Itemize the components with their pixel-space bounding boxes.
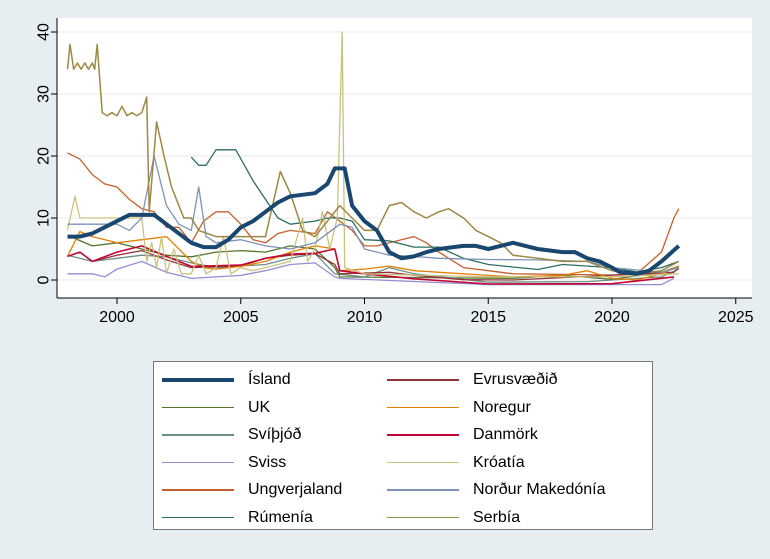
legend: Ísland UK Svíþjóð Sviss Ungverjaland Rúmenía E…: [153, 361, 653, 530]
legend-swatch: [387, 516, 459, 519]
legend-label: Sviss: [248, 453, 287, 471]
series-line-Króatía: [66, 31, 679, 278]
line-chart: 0 10 20 30 40 2000 2005 2010 2015 2020 2025: [36, 18, 754, 326]
legend-item: Svíþjóð: [162, 422, 301, 448]
legend-item: Norður Makedónía: [387, 477, 606, 503]
legend-swatch: [387, 406, 459, 409]
y-tick-label: 20: [36, 147, 53, 165]
series-line-Ungverjaland: [67, 152, 680, 276]
legend-item: Serbía: [387, 505, 520, 531]
series-line-Ísland: [67, 166, 681, 276]
legend-swatch: [387, 461, 459, 464]
legend-item: Ungverjaland: [162, 477, 342, 503]
legend-item: Danmörk: [387, 422, 538, 448]
legend-label: Svíþjóð: [248, 426, 302, 443]
legend-swatch: [162, 378, 234, 382]
legend-swatch: [162, 489, 234, 491]
legend-label: Norður Makedónía: [473, 481, 606, 498]
legend-swatch: [387, 379, 459, 381]
legend-label: Evrusvæðið: [473, 371, 558, 388]
series-line-Sviss: [67, 260, 675, 286]
legend-item: UK: [162, 395, 270, 421]
legend-label: Danmörk: [473, 426, 538, 443]
series-line-Rúmenía: [190, 149, 680, 273]
legend-item: Króatía: [387, 450, 525, 476]
x-tick-label: 2005: [223, 309, 259, 326]
y-tick-label: 0: [36, 275, 53, 284]
x-tick-label: 2025: [718, 309, 754, 326]
series-line-Norður Makedónía: [67, 155, 679, 273]
legend-swatch: [162, 434, 234, 436]
legend-item: Noregur: [387, 395, 531, 421]
series-line-UK: [67, 234, 680, 281]
legend-swatch: [387, 434, 459, 436]
legend-label: Ungverjaland: [248, 481, 343, 498]
legend-label: UK: [248, 398, 271, 416]
x-tick-label: 2000: [99, 309, 135, 326]
x-tick-label: 2010: [347, 309, 383, 326]
y-tick-label: 40: [36, 23, 53, 41]
legend-swatch: [162, 461, 234, 464]
legend-item: Sviss: [162, 450, 286, 476]
y-tick-label: 10: [36, 209, 53, 227]
series-line-Noregur: [66, 230, 680, 281]
x-tick-label: 2015: [470, 309, 506, 326]
x-tick-label: 2020: [594, 309, 630, 326]
y-tick-label: 30: [36, 85, 53, 103]
legend-label: Króatía: [473, 453, 525, 471]
legend-label: Noregur: [473, 398, 531, 416]
legend-item: Evrusvæðið: [387, 367, 557, 393]
legend-swatch: [162, 406, 234, 409]
legend-label: Rúmenía: [248, 508, 313, 526]
legend-item: Ísland: [162, 367, 291, 393]
legend-item: Rúmenía: [162, 505, 313, 531]
legend-swatch: [387, 489, 459, 491]
legend-label: Ísland: [248, 371, 291, 388]
legend-label: Serbía: [473, 508, 521, 526]
legend-swatch: [162, 516, 234, 519]
series-line-Danmörk: [67, 245, 674, 285]
series-line-Serbía: [66, 43, 680, 275]
